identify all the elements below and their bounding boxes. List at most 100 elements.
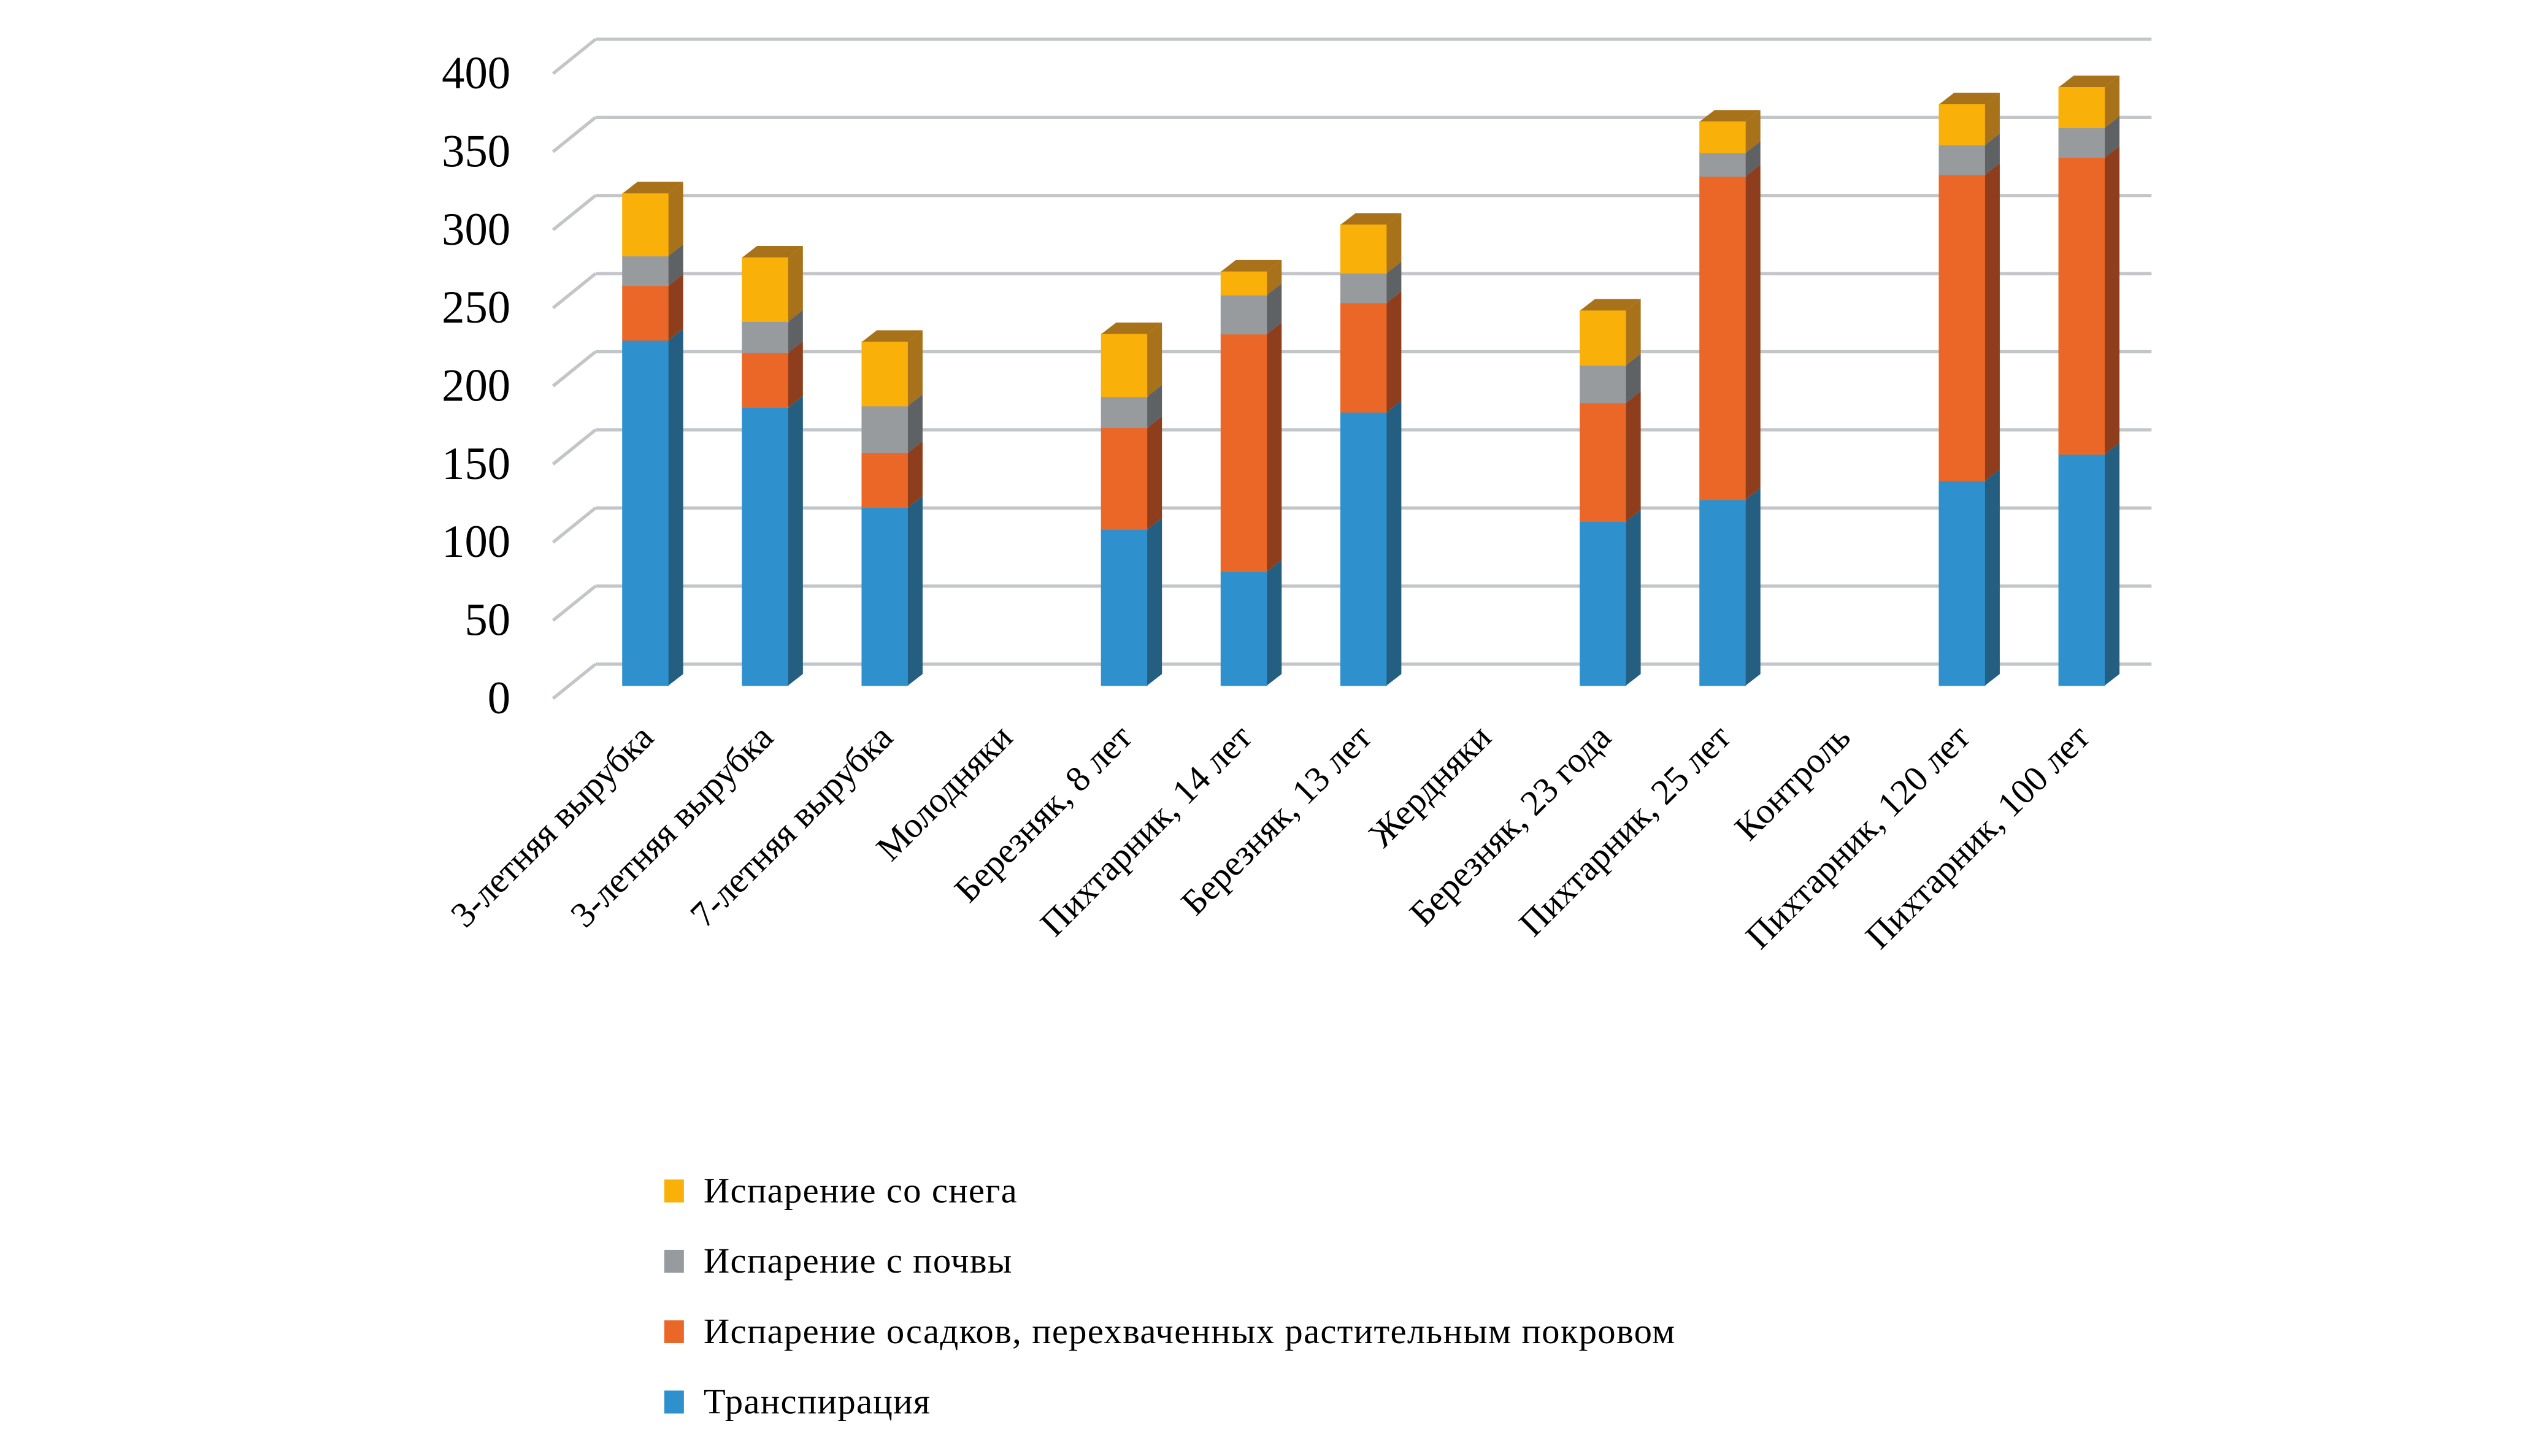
bar-segment [1699, 121, 1746, 153]
bar-segment-side [2105, 442, 2120, 686]
bar-segment-side [2105, 116, 2120, 158]
bar-segment-side [668, 244, 683, 286]
legend-item: Транспирация [664, 1382, 931, 1422]
legend-label: Испарение осадков, перехваченных растите… [704, 1311, 1676, 1351]
legend-swatch [664, 1320, 684, 1343]
bar-segment-side [907, 496, 923, 686]
bar-segment-side [1985, 469, 2000, 686]
bar-segment [1340, 272, 1388, 304]
bar-segment-side [1267, 560, 1282, 686]
bar-segment-side [668, 329, 683, 686]
bar-segment-side [788, 341, 803, 408]
legend-item: Испарение осадков, перехваченных растите… [664, 1311, 1676, 1351]
y-tick-label: 50 [464, 595, 510, 646]
legend: Испарение со снега Испарение с почвы Испар… [664, 1171, 1676, 1422]
bar-segment-side [788, 396, 803, 686]
y-tick-label: 200 [442, 361, 510, 412]
bar-segment [622, 339, 669, 686]
bars [622, 75, 2120, 686]
x-tick-label: 3-летняя вырубка [563, 717, 780, 935]
bar-segment-side [1147, 322, 1162, 397]
bar-segment [1699, 175, 1746, 500]
legend-swatch [664, 1179, 684, 1203]
bar-segment-side [1985, 133, 2000, 175]
bar-segment [1580, 364, 1627, 404]
y-tick-label: 400 [442, 48, 510, 99]
bar-stack [1580, 299, 1641, 686]
legend-label: Испарение со снега [704, 1171, 1018, 1211]
bar-top [1221, 259, 1282, 272]
y-tick-label: 0 [488, 673, 510, 724]
bar-segment [1580, 521, 1627, 686]
bar-segment-side [1267, 283, 1282, 334]
bar-top [623, 182, 683, 194]
gridline-depth [551, 194, 597, 231]
bar-segment-side [1745, 488, 1761, 686]
bar-segment [1101, 427, 1148, 530]
legend-swatch [664, 1390, 684, 1414]
bar-segment-side [907, 394, 923, 453]
bar-segment [742, 352, 789, 408]
bar-top [2059, 75, 2120, 87]
gridline-depth [551, 428, 597, 466]
bar-segment [2058, 127, 2105, 158]
x-tick-label: Пихтарник, 100 лет [1858, 717, 2097, 957]
bar-segment [1939, 480, 1986, 686]
bar-segment-side [1147, 518, 1162, 686]
bar-stack [1340, 213, 1402, 686]
bar-segment [2058, 453, 2105, 686]
bar-top [1101, 322, 1162, 334]
bar-top [742, 245, 803, 258]
bar-segment-side [788, 245, 803, 322]
bar-segment [622, 255, 669, 286]
bar-stack [1220, 259, 1282, 686]
bar-top [1580, 299, 1641, 311]
bar-segment-side [1386, 291, 1402, 412]
legend-label: Транспирация [704, 1382, 931, 1422]
y-tick-label: 350 [442, 126, 510, 177]
bar-segment [1939, 104, 1986, 146]
bar-segment-side [668, 274, 683, 340]
bar-segment-side [1386, 213, 1402, 274]
bar-segment-side [1985, 163, 2000, 481]
bar-segment-side [1386, 261, 1402, 303]
legend-label: Испарение с почвы [704, 1241, 1013, 1281]
bar-segment-side [2105, 145, 2120, 454]
bar-segment [1101, 529, 1148, 686]
bar-segment [2058, 156, 2105, 455]
bar-stack [742, 245, 803, 686]
y-tick-label: 150 [442, 439, 510, 489]
gridline-depth [551, 272, 597, 310]
legend-item: Испарение с почвы [664, 1241, 1013, 1281]
bar-segment [1340, 412, 1388, 686]
bar-segment [1340, 224, 1388, 274]
bar-segment-side [1626, 299, 1641, 366]
bar-segment-side [1745, 110, 1761, 153]
bar-segment-side [1626, 510, 1641, 686]
bar-segment [1939, 174, 1986, 481]
bar-segment [1939, 144, 1986, 175]
bar-segment [622, 285, 669, 341]
x-tick-label: Березняк, 23 года [1402, 717, 1618, 933]
bar-segment [1220, 270, 1268, 296]
bar-segment-side [1147, 385, 1162, 428]
bar-stack [1101, 322, 1162, 686]
x-tick-label: Пихтарник, 120 лет [1738, 717, 1978, 957]
bar-stack [1699, 110, 1761, 686]
bar-segment [861, 405, 909, 453]
bar-segment-side [1745, 164, 1761, 500]
gridline-depth [551, 350, 597, 388]
bar-segment-side [1626, 353, 1641, 403]
bar-segment [1340, 302, 1388, 413]
bar-segment-side [907, 330, 923, 406]
x-tick-label: 7-летняя вырубка [682, 717, 900, 935]
bar-segment-side [788, 310, 803, 353]
legend-item: Испарение со снега [664, 1171, 1018, 1211]
bar-segment [1220, 570, 1268, 686]
bar-top [862, 330, 923, 342]
bar-top [1700, 110, 1761, 122]
gridline-depth [551, 116, 597, 153]
bar-segment [2058, 86, 2105, 129]
bar-segment [742, 256, 789, 322]
bar-segment [1699, 499, 1746, 686]
